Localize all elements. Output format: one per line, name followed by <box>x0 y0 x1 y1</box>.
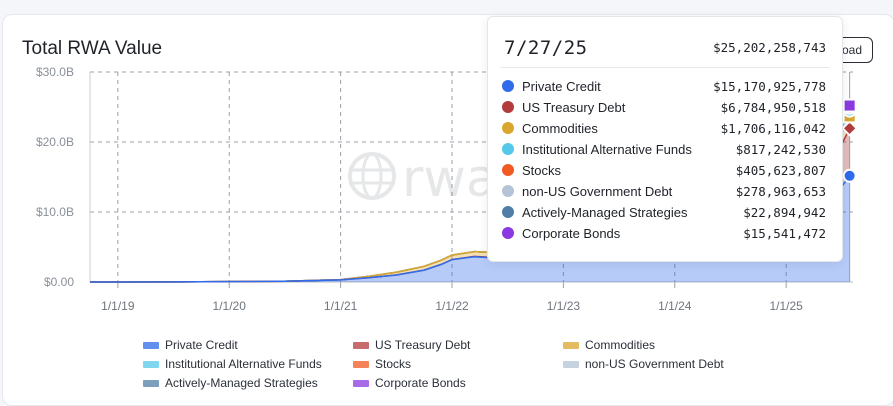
tooltip-series-name: Commodities <box>522 120 598 136</box>
x-tick-label: 1/1/19 <box>101 299 135 313</box>
tooltip-dot <box>502 101 514 113</box>
tooltip-series-name: Stocks <box>522 162 562 178</box>
y-tick-label: $10.0B <box>36 205 74 219</box>
x-tick-label: 1/1/24 <box>658 299 692 313</box>
tooltip-dot <box>502 122 514 134</box>
chart-tooltip: 7/27/25 $25,202,258,743 Private Credit $1… <box>487 16 843 262</box>
legend-item[interactable]: Private Credit <box>143 337 238 353</box>
legend-swatch <box>353 341 369 349</box>
tooltip-divider <box>500 67 830 68</box>
legend-swatch <box>563 341 579 349</box>
watermark: rwa <box>348 149 498 209</box>
tooltip-series-name: Actively-Managed Strategies <box>522 204 688 220</box>
legend-label: Institutional Alternative Funds <box>165 357 322 371</box>
tooltip-dot <box>502 143 514 155</box>
legend-item[interactable]: Commodities <box>563 337 655 353</box>
legend-swatch <box>353 360 369 368</box>
x-tick-label: 1/1/20 <box>213 299 247 313</box>
tooltip-row: Commodities $1,706,116,042 <box>502 118 826 138</box>
tooltip-series-name: non-US Government Debt <box>522 183 673 199</box>
tooltip-series-value: $817,242,530 <box>735 141 826 157</box>
y-tick-label: $0.00 <box>44 275 74 289</box>
legend-label: Corporate Bonds <box>375 376 466 390</box>
legend-label: Commodities <box>585 338 656 352</box>
legend-swatch <box>563 360 579 368</box>
tooltip-series-value: $405,623,807 <box>735 162 826 178</box>
legend-item[interactable]: Corporate Bonds <box>353 375 466 391</box>
y-tick-label: $30.0B <box>36 65 74 79</box>
legend-item[interactable]: US Treasury Debt <box>353 337 470 353</box>
x-tick-label: 1/1/25 <box>769 299 803 313</box>
tooltip-series-value: $15,541,472 <box>743 225 826 241</box>
tooltip-series-name: Corporate Bonds <box>522 225 621 241</box>
tooltip-series-value: $6,784,950,518 <box>720 99 826 115</box>
legend-label: US Treasury Debt <box>375 338 471 352</box>
marker-corporate-bonds <box>842 98 857 113</box>
tooltip-dot <box>502 227 514 239</box>
globe-meridian <box>361 152 383 200</box>
legend-item[interactable]: Institutional Alternative Funds <box>143 356 322 372</box>
legend-swatch <box>143 341 159 349</box>
legend-item[interactable]: Actively-Managed Strategies <box>143 375 318 391</box>
tooltip-row: non-US Government Debt $278,963,653 <box>502 181 826 201</box>
x-tick-label: 1/1/23 <box>547 299 581 313</box>
tooltip-row: Institutional Alternative Funds $817,242,… <box>502 139 826 159</box>
tooltip-dot <box>502 185 514 197</box>
marker-us-treasury-debt <box>841 119 859 137</box>
marker-private-credit <box>842 168 857 183</box>
tooltip-series-value: $15,170,925,778 <box>713 78 826 94</box>
tooltip-row: Actively-Managed Strategies $22,894,942 <box>502 202 826 222</box>
tooltip-dot <box>502 80 514 92</box>
legend-swatch <box>143 379 159 387</box>
legend-label: Private Credit <box>165 338 238 352</box>
tooltip-series-name: Private Credit <box>522 78 601 94</box>
x-tick-label: 1/1/22 <box>435 299 469 313</box>
globe-icon <box>348 152 396 200</box>
legend-item[interactable]: non-US Government Debt <box>563 356 724 372</box>
tooltip-dot <box>502 206 514 218</box>
watermark-text: rwa <box>402 149 498 209</box>
tooltip-series-name: Institutional Alternative Funds <box>522 141 692 157</box>
tooltip-row: Stocks $405,623,807 <box>502 160 826 180</box>
tooltip-dot <box>502 164 514 176</box>
tooltip-series-value: $1,706,116,042 <box>720 120 826 136</box>
x-tick-label: 1/1/21 <box>324 299 358 313</box>
tooltip-total: $25,202,258,743 <box>713 40 826 55</box>
legend-swatch <box>143 360 159 368</box>
tooltip-row: US Treasury Debt $6,784,950,518 <box>502 97 826 117</box>
tooltip-series-name: US Treasury Debt <box>522 99 626 115</box>
tooltip-series-value: $22,894,942 <box>743 204 826 220</box>
y-tick-label: $20.0B <box>36 135 74 149</box>
legend-label: non-US Government Debt <box>585 357 724 371</box>
legend-label: Actively-Managed Strategies <box>165 376 318 390</box>
tooltip-date: 7/27/25 <box>504 37 588 59</box>
legend-label: Stocks <box>375 357 412 371</box>
tooltip-series-value: $278,963,653 <box>735 183 826 199</box>
tooltip-row: Private Credit $15,170,925,778 <box>502 76 826 96</box>
legend-item[interactable]: Stocks <box>353 356 411 372</box>
tooltip-row: Corporate Bonds $15,541,472 <box>502 223 826 243</box>
chart-title: Total RWA Value <box>22 38 163 59</box>
legend-swatch <box>353 379 369 387</box>
